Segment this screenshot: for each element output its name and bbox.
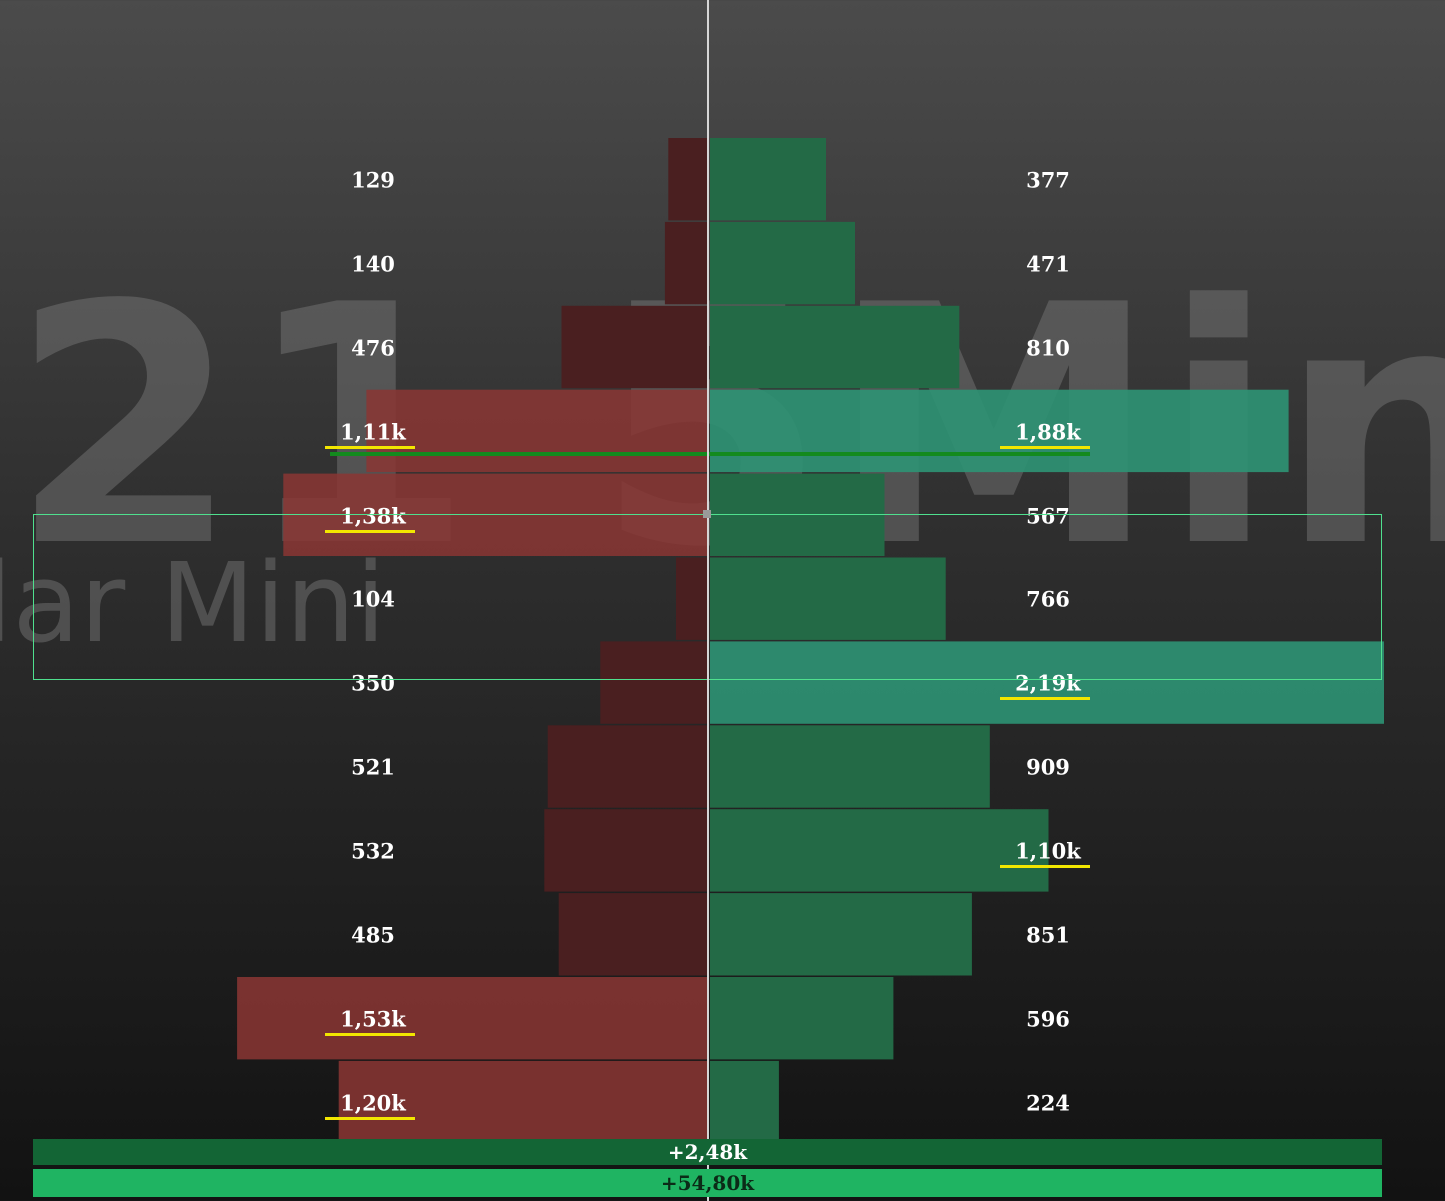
buy-bar [710, 221, 855, 305]
buy-value-label: 567 [1026, 503, 1070, 529]
poc-line [330, 452, 1090, 456]
sell-bar [547, 725, 708, 808]
sell-bar [237, 977, 708, 1060]
buy-bar [710, 557, 946, 640]
center-axis [707, 0, 709, 1201]
buy-value-label: 471 [1026, 251, 1070, 277]
buy-value-label: 766 [1026, 586, 1070, 612]
buy-value-label: 377 [1026, 167, 1070, 193]
buy-bar [710, 1060, 779, 1144]
sell-value-label: 104 [351, 586, 395, 612]
buy-value-label: 224 [1026, 1090, 1070, 1116]
buy-value-label: 1,10k [1015, 838, 1081, 864]
buy-highlight-underline [1000, 865, 1090, 869]
buy-value-label: 2,19k [1015, 670, 1081, 696]
sell-value-label: 532 [351, 838, 395, 864]
sell-value-label: 1,11k [340, 419, 406, 445]
buy-value-label: 810 [1026, 335, 1070, 361]
delta-bar: +2,48k [33, 1139, 1382, 1165]
sell-bar [676, 557, 708, 640]
sell-value-label: 350 [351, 670, 395, 696]
sell-value-label: 521 [351, 754, 395, 780]
buy-bar [710, 725, 990, 808]
sell-value-label: 1,53k [340, 1006, 406, 1032]
buy-value-label: 909 [1026, 754, 1070, 780]
buy-value-label: 596 [1026, 1006, 1070, 1032]
sell-bar [668, 138, 708, 221]
sell-bar [366, 389, 708, 473]
sell-bar [544, 809, 708, 892]
sell-value-label: 485 [351, 922, 395, 948]
buy-bar [710, 809, 1049, 892]
sell-highlight-underline [325, 529, 415, 533]
sell-highlight-underline [325, 445, 415, 449]
total-bar: +54,80k [33, 1169, 1382, 1197]
buy-value-label: 1,88k [1015, 419, 1081, 445]
buy-value-label: 851 [1026, 922, 1070, 948]
center-marker [703, 510, 711, 518]
buy-bar [710, 389, 1289, 473]
sell-value-label: 1,38k [340, 503, 406, 529]
buy-highlight-underline [1000, 445, 1090, 449]
sell-bar [664, 221, 708, 305]
sell-value-label: 476 [351, 335, 395, 361]
delta-label: +2,48k [667, 1140, 748, 1164]
sell-value-label: 1,20k [340, 1090, 406, 1116]
watermark-symbol: lar Mini [0, 539, 386, 667]
sell-bar [600, 641, 708, 724]
sell-bar [338, 1060, 708, 1144]
buy-bar [710, 977, 894, 1060]
sell-bar [561, 305, 708, 389]
buy-bar [710, 305, 960, 389]
buy-bar [710, 138, 826, 221]
total-label: +54,80k [660, 1171, 755, 1195]
buy-bar [710, 893, 972, 976]
sell-bar [558, 893, 708, 976]
buy-bar [710, 641, 1384, 724]
sell-highlight-underline [325, 1032, 415, 1036]
sell-value-label: 140 [351, 251, 395, 277]
sell-value-label: 129 [351, 167, 395, 193]
buy-highlight-underline [1000, 697, 1090, 701]
sell-highlight-underline [325, 1116, 415, 1120]
